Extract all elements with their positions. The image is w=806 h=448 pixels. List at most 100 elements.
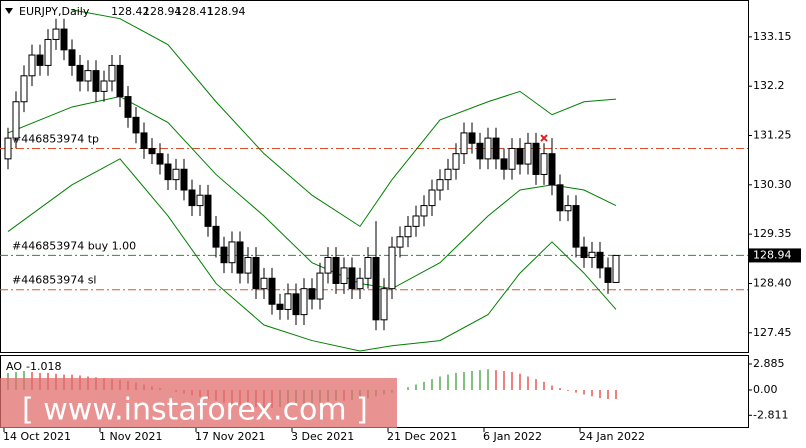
candle-body	[452, 153, 460, 170]
x-tick-label: 3 Dec 2021	[291, 430, 354, 443]
candle-body	[332, 257, 340, 284]
y-tick-label: 131.25	[753, 129, 792, 142]
plot-layer: 133.15 132.2 131.25 130.30 129.35 128.40 127.4…	[0, 9, 801, 443]
candle-body	[124, 96, 132, 118]
candle-body	[12, 101, 20, 139]
ao-value: -1.018	[26, 360, 61, 373]
watermark-box	[0, 378, 397, 428]
candle-body	[532, 142, 540, 175]
candle-body	[164, 163, 172, 181]
candle-body	[564, 205, 572, 212]
x-tick-label: 14 Oct 2021	[3, 430, 71, 443]
candle-body	[516, 147, 524, 165]
candle-body	[244, 257, 252, 274]
candle-body	[388, 246, 396, 290]
candle-body	[92, 70, 100, 92]
candle-body	[44, 38, 52, 66]
candle-body	[612, 254, 620, 283]
candle-body	[180, 168, 188, 191]
candle-body	[36, 54, 44, 66]
candle-body	[76, 64, 84, 82]
price-box	[749, 248, 801, 263]
ao-label: AO	[6, 360, 22, 373]
ao-y-tick-label: 0.00	[753, 383, 778, 396]
candle-body	[132, 116, 140, 134]
candle-body	[556, 184, 564, 212]
candle-body	[52, 28, 60, 40]
ao-y-tick-label: -2.811	[753, 408, 788, 421]
candle-body	[196, 194, 204, 207]
candle-body	[300, 288, 308, 316]
candle-body	[172, 168, 180, 181]
candle-body	[116, 64, 124, 98]
candle-body	[436, 179, 444, 191]
x-tick-label: 24 Jan 2022	[579, 430, 645, 443]
candle-body	[372, 257, 380, 321]
candle-body	[140, 132, 148, 149]
band-line	[71, 9, 617, 228]
candle-body	[100, 80, 108, 92]
candle-body	[204, 194, 212, 227]
candle-body	[84, 70, 92, 82]
main-frame	[0, 0, 749, 353]
order-label: #446853974 sl	[12, 274, 97, 287]
header-open: 128.42	[111, 5, 150, 18]
candle-body	[268, 277, 276, 305]
candle-body	[404, 225, 412, 238]
candle-body	[524, 142, 532, 165]
candle-body	[340, 267, 348, 284]
candle-body	[444, 168, 452, 181]
y-tick-label: 127.45	[753, 326, 792, 339]
candle-body	[588, 251, 596, 259]
candle-body	[420, 205, 428, 217]
candle-body	[412, 215, 420, 227]
candle-body	[492, 137, 500, 160]
candle-body	[228, 241, 236, 264]
y-tick-label: 129.35	[753, 227, 792, 240]
candle-body	[364, 257, 372, 279]
candle-body	[260, 277, 268, 290]
candle-body	[380, 288, 388, 321]
candle-body	[604, 267, 612, 283]
x-tick-label: 1 Nov 2021	[99, 430, 162, 443]
candle-body	[356, 277, 364, 290]
order-label: #446853974 tp	[12, 132, 99, 145]
candle-body	[460, 132, 468, 155]
candle-body	[252, 257, 260, 290]
candle-body	[236, 241, 244, 274]
candle-body	[148, 147, 156, 155]
watermark: [ www.instaforex.com ]	[22, 393, 368, 428]
symbol: EURJPY,Daily	[19, 5, 90, 18]
order-label: #446853974 buy 1.00	[12, 239, 136, 252]
candle-body	[548, 153, 556, 186]
candle-body	[580, 246, 588, 259]
candle-body	[220, 246, 228, 264]
candle-body	[468, 132, 476, 144]
candle-body	[28, 54, 36, 77]
price-box-label: 128.94	[753, 248, 792, 261]
x-tick-label: 21 Dec 2021	[387, 430, 457, 443]
header-close: 128.94	[207, 5, 246, 18]
candle-body	[508, 147, 516, 170]
candle-body	[292, 293, 300, 316]
candle-body	[20, 75, 28, 103]
candle-body	[316, 272, 324, 300]
candle-body	[476, 142, 484, 160]
y-tick-label: 133.15	[753, 30, 792, 43]
close-marker	[540, 134, 548, 142]
candle-body	[68, 49, 76, 66]
candle-body	[108, 64, 116, 82]
candle-body	[308, 288, 316, 300]
candle-body	[324, 257, 332, 274]
candle-body	[212, 225, 220, 248]
candle-body	[284, 293, 292, 310]
candle-body	[540, 153, 548, 175]
header-low: 128.41	[175, 5, 214, 18]
candle-body	[396, 236, 404, 248]
candle-body	[60, 28, 68, 51]
collapse-icon	[5, 8, 13, 14]
y-tick-label: 130.30	[753, 178, 792, 191]
candle-body	[276, 303, 284, 310]
header-high: 128.94	[143, 5, 182, 18]
